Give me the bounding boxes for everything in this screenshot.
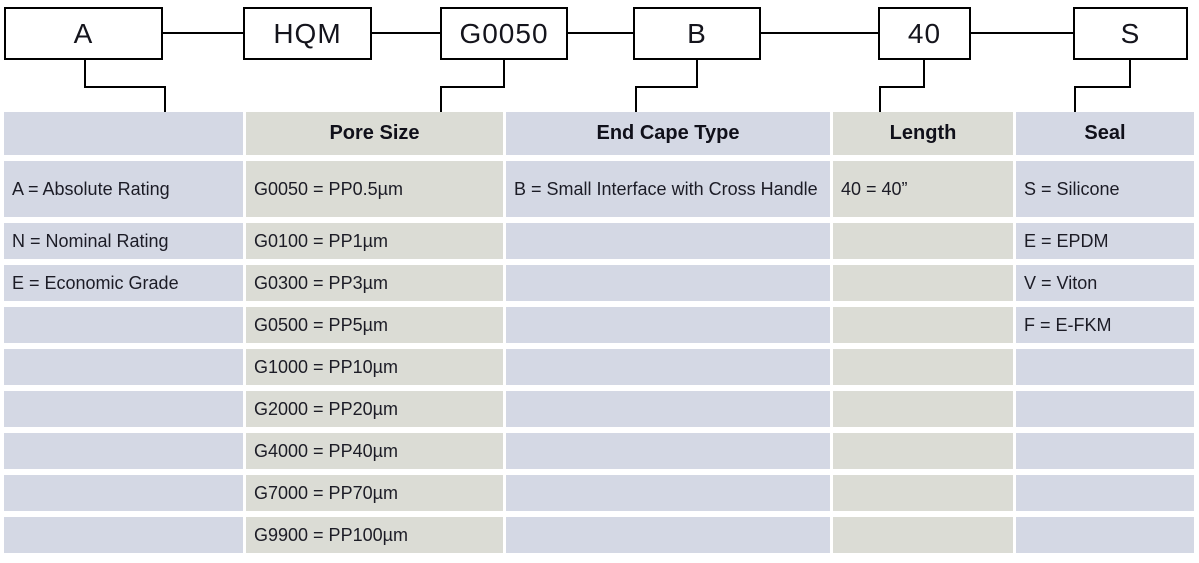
table-row: E = Economic Grade G0300 = PP3µm V = Vit… (4, 265, 1194, 301)
header-length: Length (833, 112, 1013, 155)
table-cell: 40 = 40” (833, 161, 1013, 217)
table-cell (506, 391, 830, 427)
table-cell: G0500 = PP5µm (246, 307, 503, 343)
table-cell (1016, 433, 1194, 469)
connector-seal (1129, 60, 1131, 88)
table-cell (506, 349, 830, 385)
header-seal: Seal (1016, 112, 1194, 155)
table-cell (833, 475, 1013, 511)
table-cell: V = Viton (1016, 265, 1194, 301)
table-cell (506, 265, 830, 301)
code-box-end-cap: B (633, 7, 761, 60)
table-cell (1016, 349, 1194, 385)
box-link-line (372, 32, 440, 34)
ordering-code-table: Pore Size End Cape Type Length Seal A = … (1, 106, 1197, 559)
code-box-length: 40 (878, 7, 971, 60)
table-cell (506, 475, 830, 511)
connector-end-cap (635, 86, 698, 88)
table-cell (506, 223, 830, 259)
table-cell (833, 265, 1013, 301)
table-cell (833, 307, 1013, 343)
table-cell: E = Economic Grade (4, 265, 243, 301)
table-row: G1000 = PP10µm (4, 349, 1194, 385)
connector-pore-size (440, 86, 505, 88)
table-cell (506, 307, 830, 343)
table-cell (4, 307, 243, 343)
box-link-line (971, 32, 1073, 34)
connector-pore-size (503, 60, 505, 88)
table-cell: G2000 = PP20µm (246, 391, 503, 427)
box-link-line (761, 32, 878, 34)
table-cell: G9900 = PP100µm (246, 517, 503, 553)
table-cell: G7000 = PP70µm (246, 475, 503, 511)
table-row: G7000 = PP70µm (4, 475, 1194, 511)
connector-rating (84, 60, 86, 88)
table-header-row: Pore Size End Cape Type Length Seal (4, 112, 1194, 155)
connector-end-cap (696, 60, 698, 88)
table-cell (4, 391, 243, 427)
code-box-pore-size: G0050 (440, 7, 568, 60)
connector-length (923, 60, 925, 88)
header-rating (4, 112, 243, 155)
code-box-rating: A (4, 7, 163, 60)
connector-end-cap (635, 86, 637, 112)
table-row: G9900 = PP100µm (4, 517, 1194, 553)
box-link-line (568, 32, 633, 34)
connector-rating (84, 86, 166, 88)
header-pore-size: Pore Size (246, 112, 503, 155)
table-cell: G4000 = PP40µm (246, 433, 503, 469)
connector-rating (164, 86, 166, 112)
header-end-cape-type: End Cape Type (506, 112, 830, 155)
box-link-line (163, 32, 243, 34)
table-row: G0500 = PP5µm F = E-FKM (4, 307, 1194, 343)
table-cell (1016, 517, 1194, 553)
table-cell (833, 223, 1013, 259)
table-row: N = Nominal Rating G0100 = PP1µm E = EPD… (4, 223, 1194, 259)
table-cell (4, 349, 243, 385)
table-cell: G0050 = PP0.5µm (246, 161, 503, 217)
table-cell (1016, 475, 1194, 511)
table-cell: A = Absolute Rating (4, 161, 243, 217)
table-cell: F = E-FKM (1016, 307, 1194, 343)
table-cell (1016, 391, 1194, 427)
table-cell (4, 475, 243, 511)
table-cell: B = Small Interface with Cross Handle (506, 161, 830, 217)
table-cell (833, 517, 1013, 553)
table-cell (506, 433, 830, 469)
table-row: G2000 = PP20µm (4, 391, 1194, 427)
table-cell (506, 517, 830, 553)
table-cell: N = Nominal Rating (4, 223, 243, 259)
connector-seal (1074, 86, 1076, 112)
table-row: A = Absolute Rating G0050 = PP0.5µm B = … (4, 161, 1194, 217)
table-row: G4000 = PP40µm (4, 433, 1194, 469)
connector-seal (1074, 86, 1131, 88)
table-cell: G0100 = PP1µm (246, 223, 503, 259)
connector-length (879, 86, 925, 88)
table-cell (4, 433, 243, 469)
code-box-series: HQM (243, 7, 372, 60)
connector-length (879, 86, 881, 112)
table-cell: S = Silicone (1016, 161, 1194, 217)
code-box-seal: S (1073, 7, 1188, 60)
table-cell: G0300 = PP3µm (246, 265, 503, 301)
table-cell (833, 433, 1013, 469)
table-cell: E = EPDM (1016, 223, 1194, 259)
connector-pore-size (440, 86, 442, 112)
table-cell (4, 517, 243, 553)
table-cell (833, 391, 1013, 427)
table-cell (833, 349, 1013, 385)
table-cell: G1000 = PP10µm (246, 349, 503, 385)
